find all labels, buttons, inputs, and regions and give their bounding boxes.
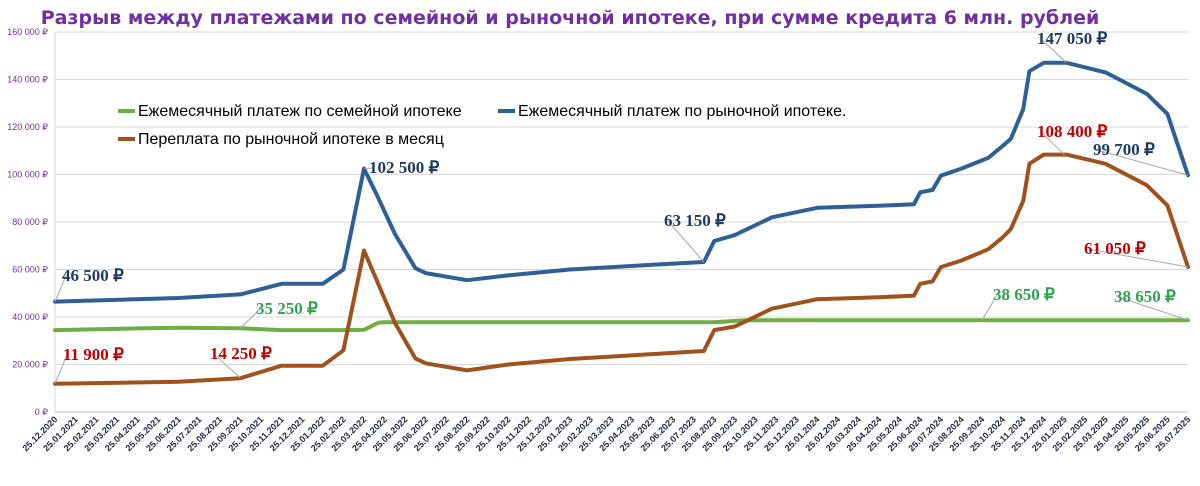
data-label: 38 650 ₽ [1114, 287, 1176, 306]
series-line-2 [53, 60, 1190, 304]
series-lines [53, 60, 1190, 386]
annotation-leader [1040, 38, 1067, 64]
y-tick-label: 140 000 ₽ [7, 75, 48, 85]
y-tick-label: 60 000 ₽ [12, 265, 48, 275]
grid [55, 31, 1188, 413]
legend: Ежемесячный платеж по семейной ипотеке Еж… [118, 103, 846, 148]
data-label: 99 700 ₽ [1093, 140, 1155, 159]
legend-label: Переплата по рыночной ипотеке в месяц [138, 131, 444, 148]
annotation-leader [363, 167, 374, 170]
data-label: 35 250 ₽ [256, 299, 318, 318]
data-label: 102 500 ₽ [369, 158, 440, 177]
y-tick-label: 40 000 ₽ [12, 312, 48, 322]
annotation-leaders [54, 38, 1189, 384]
annotation-leader [1087, 248, 1189, 268]
y-tick-label: 0 ₽ [35, 407, 49, 417]
chart-title: Разрыв между платежами по семейной и рын… [41, 7, 1100, 29]
y-tick-label: 120 000 ₽ [7, 122, 48, 132]
annotation-leader [667, 220, 705, 263]
series-line-3 [53, 152, 1190, 386]
y-tick-label: 20 000 ₽ [12, 360, 48, 370]
annotations: 46 500 ₽ 102 500 ₽ 63 150 ₽ 147 050 ₽ 99 700… [62, 29, 1176, 364]
annotation-leader [981, 294, 998, 321]
annotation-leader [1040, 131, 1065, 155]
data-label: 63 150 ₽ [664, 211, 726, 230]
legend-label: Ежемесячный платеж по рыночной ипотеке. [518, 103, 846, 120]
annotation-leader [1117, 296, 1189, 321]
data-label: 108 400 ₽ [1037, 122, 1108, 141]
y-tick-label: 80 000 ₽ [12, 217, 48, 227]
legend-label: Ежемесячный платеж по семейной ипотеке [138, 103, 462, 120]
annotation-leader [54, 354, 68, 384]
data-label: 61 050 ₽ [1084, 239, 1146, 258]
annotation-leader [213, 353, 241, 379]
y-axis: 0 ₽ 20 000 ₽ 40 000 ₽ 60 000 ₽ 80 000 ₽ 100 0… [7, 27, 56, 417]
data-label: 147 050 ₽ [1037, 29, 1108, 48]
data-label: 46 500 ₽ [62, 266, 124, 285]
y-tick-label: 160 000 ₽ [7, 27, 48, 37]
x-axis: 25.12.202025.01.202125.02.202125.03.2021… [20, 411, 1192, 453]
annotation-leader [1096, 149, 1189, 176]
data-label: 14 250 ₽ [210, 344, 272, 363]
data-label: 11 900 ₽ [63, 345, 124, 364]
y-tick-label: 100 000 ₽ [7, 170, 48, 180]
data-label: 38 650 ₽ [993, 285, 1055, 304]
annotation-leader [240, 308, 261, 329]
series-line-1 [53, 318, 1190, 333]
annotation-leader [54, 275, 67, 302]
